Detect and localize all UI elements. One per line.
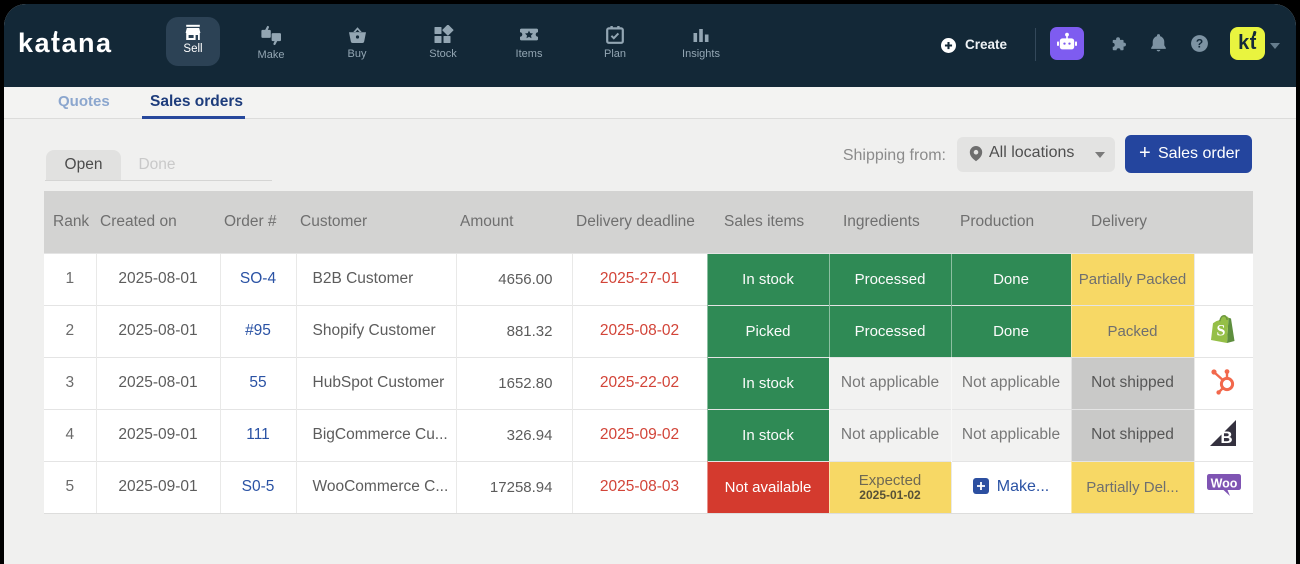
svg-text:Woo: Woo bbox=[1210, 476, 1237, 490]
svg-text:B: B bbox=[1221, 428, 1233, 447]
svg-text:?: ? bbox=[1196, 37, 1203, 51]
svg-text:S: S bbox=[1217, 322, 1226, 339]
